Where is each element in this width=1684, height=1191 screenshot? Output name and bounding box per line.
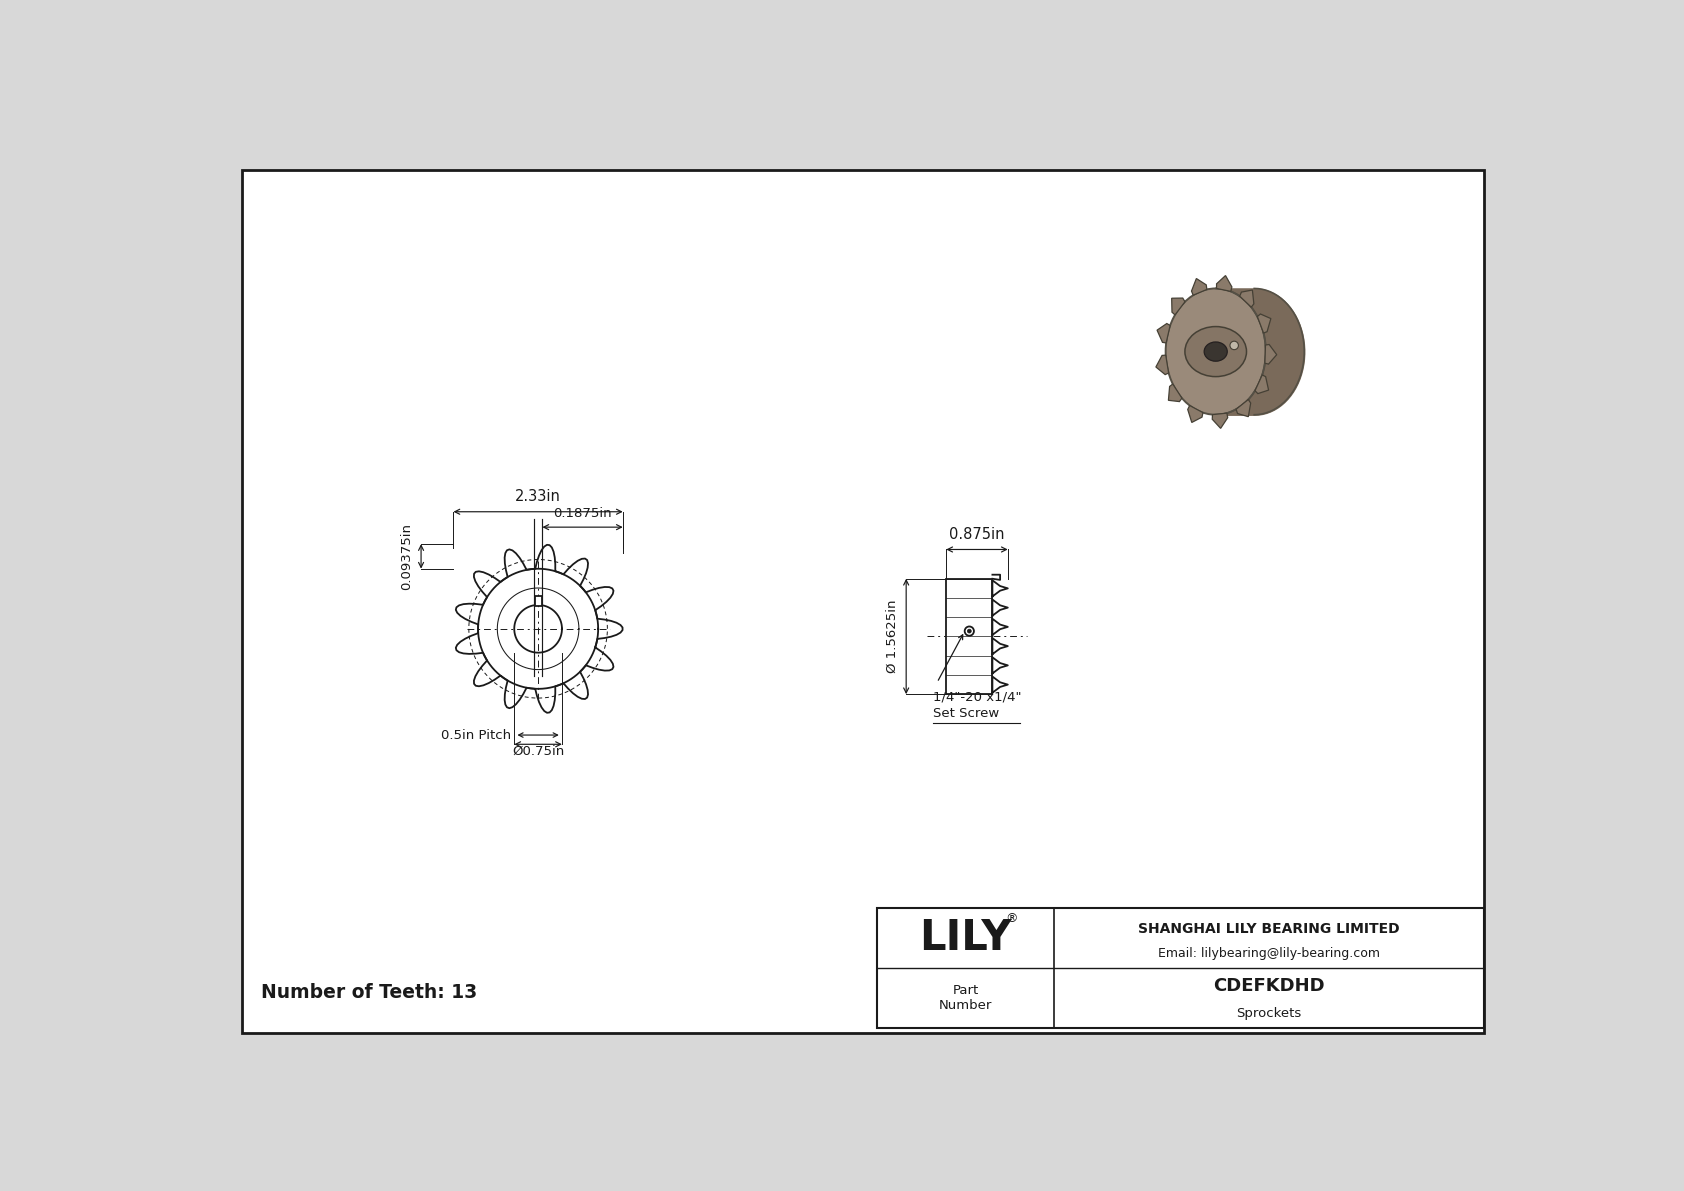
Text: 0.1875in: 0.1875in — [554, 507, 611, 520]
Polygon shape — [1172, 298, 1186, 314]
Text: Ø0.75in: Ø0.75in — [512, 744, 564, 757]
Polygon shape — [1216, 275, 1233, 292]
Polygon shape — [1265, 344, 1276, 364]
Text: Sprockets: Sprockets — [1236, 1006, 1302, 1019]
Text: 1/4"-20 x1/4": 1/4"-20 x1/4" — [933, 691, 1022, 704]
Polygon shape — [1187, 405, 1202, 423]
Ellipse shape — [1165, 288, 1266, 414]
Text: SHANGHAI LILY BEARING LIMITED: SHANGHAI LILY BEARING LIMITED — [1138, 922, 1399, 936]
Polygon shape — [1212, 413, 1228, 429]
Polygon shape — [1155, 355, 1169, 375]
Text: 0.5in Pitch: 0.5in Pitch — [441, 729, 512, 742]
Polygon shape — [1236, 399, 1251, 417]
Text: Part
Number: Part Number — [938, 984, 992, 1012]
Polygon shape — [1239, 289, 1255, 307]
Text: 0.09375in: 0.09375in — [401, 523, 413, 590]
Text: Set Screw: Set Screw — [933, 707, 999, 721]
Polygon shape — [1169, 384, 1182, 401]
Bar — [946, 579, 992, 694]
Bar — [534, 596, 542, 606]
Circle shape — [1229, 341, 1238, 350]
Text: Number of Teeth: 13: Number of Teeth: 13 — [261, 983, 477, 1002]
Ellipse shape — [1186, 326, 1246, 376]
Bar — [877, 909, 1484, 1028]
Polygon shape — [1157, 324, 1170, 343]
Text: CDEFKDHD: CDEFKDHD — [1214, 977, 1325, 994]
Text: LILY: LILY — [919, 917, 1012, 959]
Text: 2.33in: 2.33in — [515, 490, 561, 504]
Text: 0.875in: 0.875in — [950, 526, 1005, 542]
Text: ®: ® — [1005, 911, 1017, 924]
Polygon shape — [1192, 279, 1207, 295]
Circle shape — [967, 629, 972, 634]
Text: Ø 1.5625in: Ø 1.5625in — [886, 600, 899, 673]
Text: Email: lilybearing@lily-bearing.com: Email: lilybearing@lily-bearing.com — [1159, 947, 1381, 960]
Ellipse shape — [1204, 342, 1228, 361]
Polygon shape — [1255, 375, 1268, 393]
Polygon shape — [1258, 314, 1271, 333]
